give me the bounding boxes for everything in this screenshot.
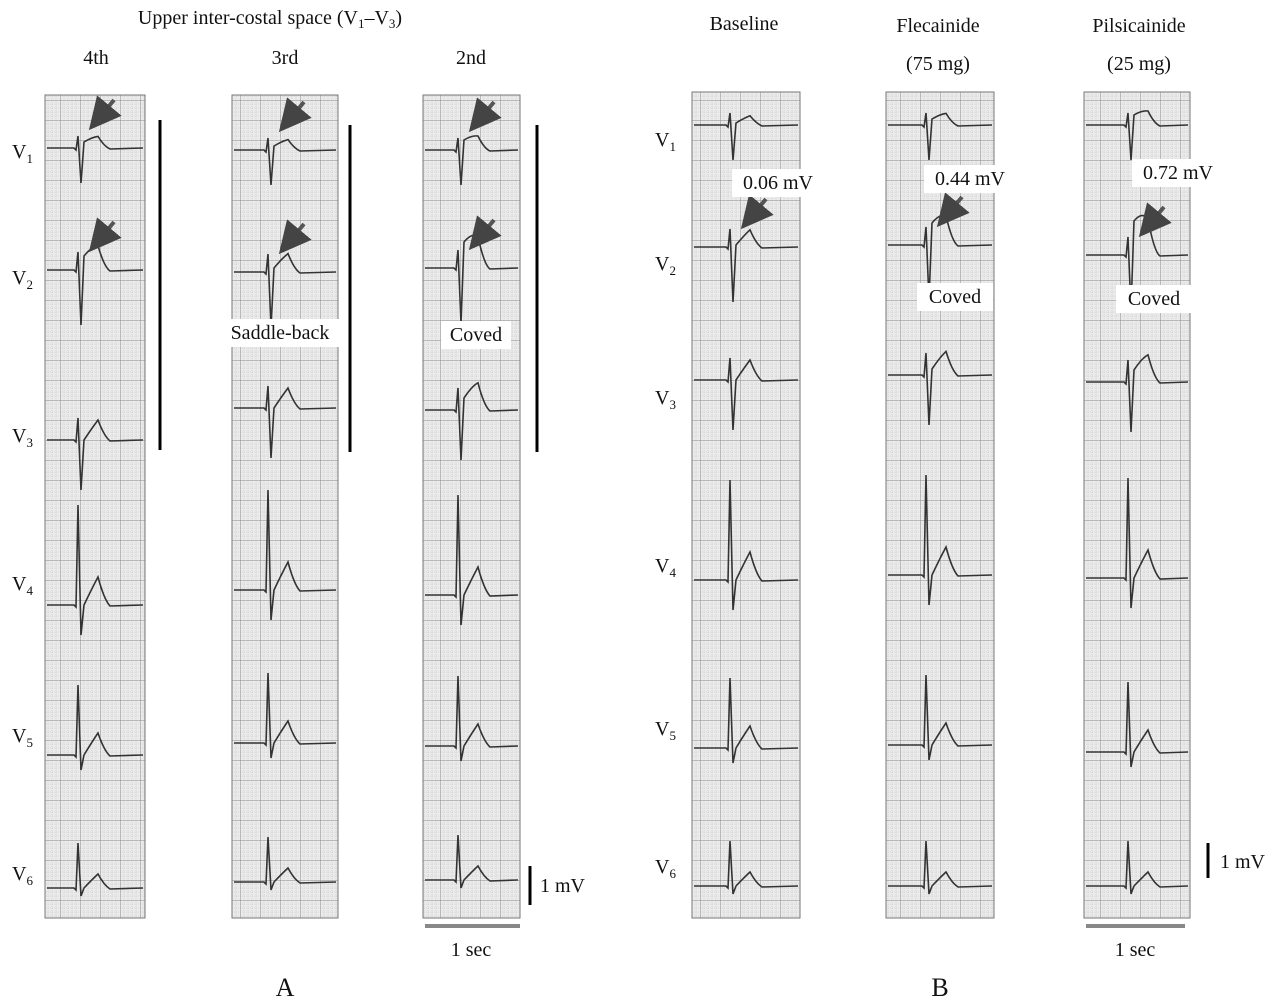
scale-label: 1 sec [451, 939, 492, 961]
column-header: 2nd [456, 47, 486, 69]
lead-letter: V [12, 425, 27, 447]
pattern-label: Coved [450, 324, 502, 346]
st-elevation-label: 0.06 mV [743, 172, 814, 194]
panel-label: B [931, 973, 948, 1002]
lead-sub: 6 [669, 866, 676, 881]
scale-label: 1 mV [1220, 851, 1266, 873]
lead-label: V5 [12, 725, 33, 750]
lead-sub: 4 [26, 583, 33, 598]
lead-label: V5 [655, 718, 676, 743]
st-elevation-label: 0.44 mV [935, 168, 1006, 190]
pattern-label: Saddle-back [231, 322, 330, 344]
lead-label: V1 [655, 129, 676, 154]
column-header: 3rd [272, 47, 299, 69]
lead-label: V6 [12, 863, 33, 888]
lead-sub: 1 [26, 151, 33, 166]
lead-letter: V [12, 725, 27, 747]
column-header: Flecainide [896, 15, 979, 37]
lead-letter: V [12, 267, 27, 289]
lead-sub: 4 [669, 565, 676, 580]
panel-a-title: Upper inter-costal space (V1–V3) [138, 7, 402, 31]
lead-label: V4 [655, 555, 676, 580]
column-header: 4th [83, 47, 109, 69]
lead-label: V1 [12, 141, 33, 166]
lead-sub: 5 [669, 728, 676, 743]
lead-sub: 5 [26, 735, 33, 750]
lead-letter: V [655, 387, 670, 409]
lead-label: V3 [655, 387, 676, 412]
column-dose: (25 mg) [1107, 53, 1171, 75]
panel-label: A [276, 973, 295, 1002]
lead-letter: V [655, 129, 670, 151]
column-header: Baseline [710, 13, 779, 35]
column-dose: (75 mg) [906, 53, 970, 75]
figure: Upper inter-costal space (V1–V3) 4th 3rd… [0, 0, 1280, 1003]
lead-letter: V [12, 141, 27, 163]
lead-letter: V [655, 555, 670, 577]
ecg-strip [1084, 92, 1190, 918]
lead-label: V3 [12, 425, 33, 450]
lead-letter: V [12, 863, 27, 885]
lead-letter: V [12, 573, 27, 595]
lead-sub: 2 [669, 263, 676, 278]
lead-label: V2 [655, 253, 676, 278]
ecg-strip [45, 95, 145, 918]
scale-label: 1 sec [1115, 939, 1156, 961]
lead-letter: V [655, 253, 670, 275]
lead-sub: 1 [669, 139, 676, 154]
st-elevation-label: 0.72 mV [1143, 162, 1214, 184]
lead-label: V6 [655, 856, 676, 881]
ecg-strip [692, 92, 800, 918]
lead-letter: V [655, 718, 670, 740]
pattern-label: Coved [1128, 288, 1180, 310]
ecg-strip [232, 95, 338, 918]
lead-sub: 6 [26, 873, 33, 888]
lead-sub: 3 [26, 435, 33, 450]
ecg-strips [45, 92, 1190, 918]
lead-sub: 3 [669, 397, 676, 412]
column-header: Pilsicainide [1092, 15, 1185, 37]
pattern-label: Coved [929, 286, 981, 308]
lead-label: V2 [12, 267, 33, 292]
ecg-strip [423, 95, 520, 918]
lead-label: V4 [12, 573, 33, 598]
lead-sub: 2 [26, 277, 33, 292]
lead-letter: V [655, 856, 670, 878]
scale-label: 1 mV [540, 875, 586, 897]
